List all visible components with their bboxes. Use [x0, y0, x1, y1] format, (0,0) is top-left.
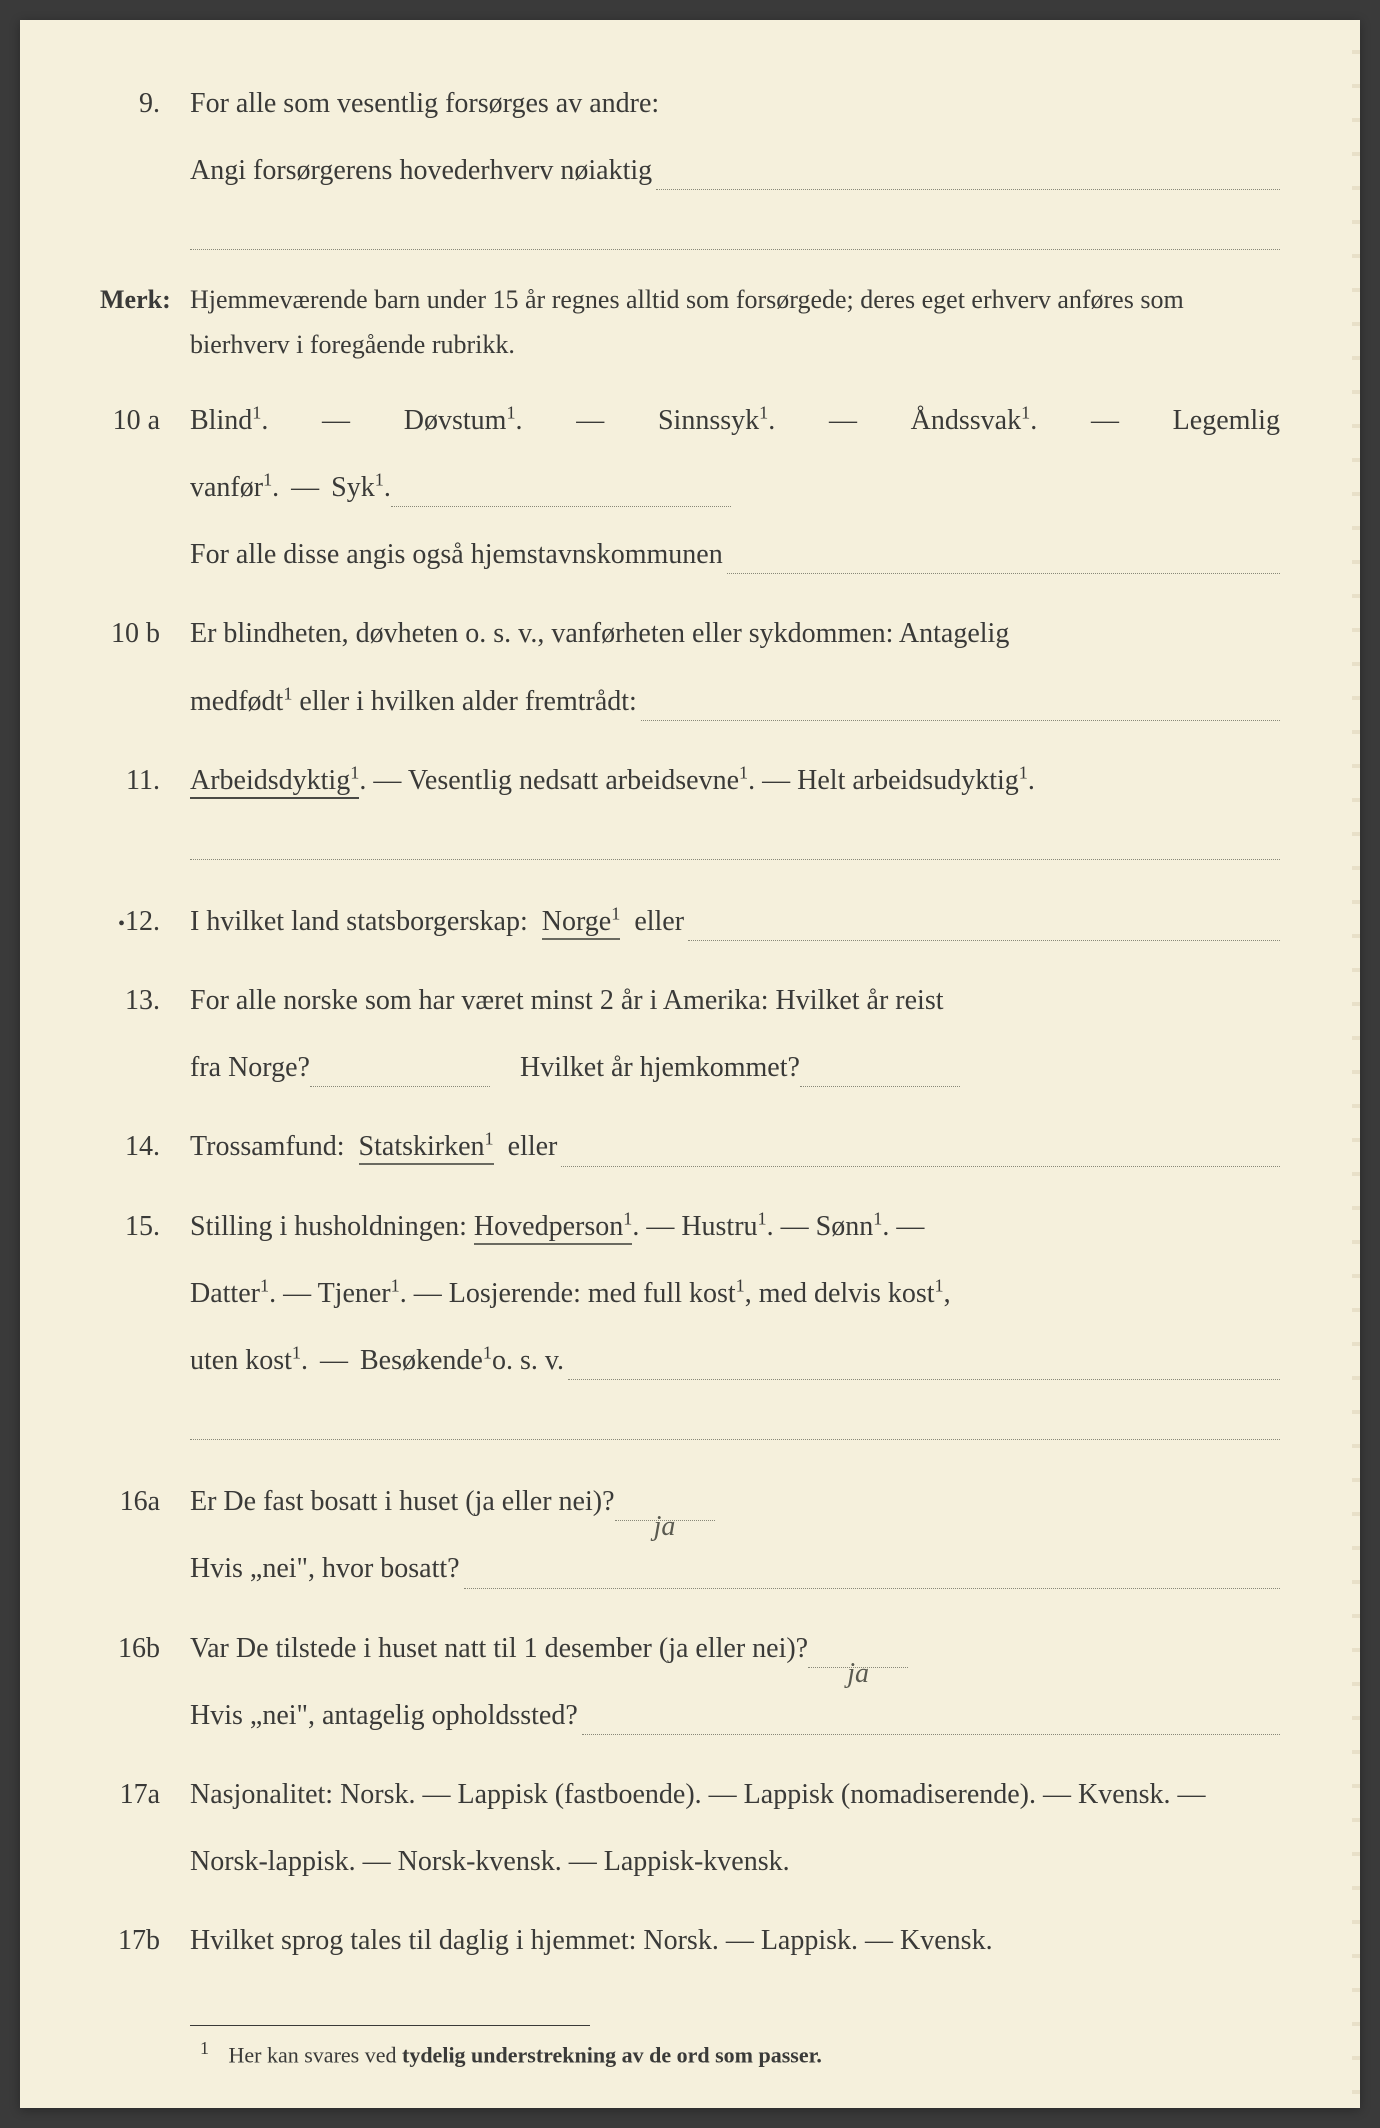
q10a-number: 10 a — [100, 387, 190, 589]
q10a-opt4: Åndssvak1. — [911, 387, 1038, 454]
question-14: 14. Trossamfund: Statskirken1 eller — [100, 1113, 1280, 1180]
q15-hovedperson: Hovedperson1 — [474, 1211, 632, 1245]
q14-blank — [561, 1139, 1280, 1167]
q14-eller: eller — [508, 1113, 558, 1180]
q10a-opt3: Sinnssyk1. — [658, 387, 775, 454]
q13-blank1 — [310, 1059, 490, 1087]
q15-continuation-line — [190, 1412, 1280, 1440]
q9-continuation-line — [190, 222, 1280, 250]
q13-blank2 — [800, 1059, 960, 1087]
question-16a: 16a Er De fast bosatt i huset (ja eller … — [100, 1468, 1280, 1602]
q10a-opt1: Blind1. — [190, 387, 268, 454]
q13-line1: For alle norske som har været minst 2 år… — [190, 985, 944, 1016]
q17a-content: Nasjonalitet: Norsk. — Lappisk (fastboen… — [190, 1761, 1280, 1895]
q15-blank — [568, 1352, 1280, 1380]
q13-line2a: fra Norge? — [190, 1034, 310, 1101]
q16a-answer: ja — [615, 1493, 715, 1521]
q14-statskirken: Statskirken1 — [359, 1131, 494, 1165]
q16a-line2: Hvis „nei", hvor bosatt? — [190, 1535, 460, 1602]
footnote-text-a: Her kan svares ved — [229, 2042, 403, 2067]
merk-note: Merk: Hjemmeværende barn under 15 år reg… — [100, 278, 1280, 366]
q11-opt2: Vesentlig nedsatt arbeidsevne1. — [408, 765, 755, 796]
q15-delvis: med delvis kost1, — [759, 1278, 951, 1309]
q15-hustru: Hustru1. — [681, 1211, 773, 1242]
q9-line2: Angi forsørgerens hovederhverv nøiaktig — [190, 137, 652, 204]
question-17b: 17b Hvilket sprog tales til daglig i hje… — [100, 1907, 1280, 1974]
q9-blank — [656, 162, 1280, 190]
q14-text: Trossamfund: — [190, 1113, 345, 1180]
q10a-opt5: Legemlig — [1173, 387, 1280, 454]
q14-number: 14. — [100, 1113, 190, 1180]
q11-opt1: Arbeidsdyktig1. — [190, 765, 366, 799]
q11-opt3: Helt arbeidsudyktig1. — [797, 765, 1035, 796]
question-9: 9. For alle som vesentlig forsørges av a… — [100, 70, 1280, 204]
q12-content: I hvilket land statsborgerskap: Norge1 e… — [190, 888, 1280, 955]
question-13: 13. For alle norske som har været minst … — [100, 967, 1280, 1101]
q15-losjerende: Losjerende: med full kost1, — [449, 1278, 752, 1309]
q16b-blank — [582, 1707, 1280, 1735]
q12-eller: eller — [634, 888, 684, 955]
q16b-line1: Var De tilstede i huset natt til 1 desem… — [190, 1615, 808, 1682]
q11-content: Arbeidsdyktig1. — Vesentlig nedsatt arbe… — [190, 747, 1280, 814]
q16a-blank — [464, 1561, 1280, 1589]
q9-content: For alle som vesentlig forsørges av andr… — [190, 70, 1280, 204]
question-10b: 10 b Er blindheten, døvheten o. s. v., v… — [100, 600, 1280, 734]
q17a-number: 17a — [100, 1761, 190, 1895]
q10a-line3: For alle disse angis også hjemstavnskomm… — [190, 521, 723, 588]
q9-line1: For alle som vesentlig forsørges av andr… — [190, 88, 659, 119]
q15-tjener: Tjener1. — [318, 1278, 407, 1309]
question-10a: 10 a Blind1. — Døvstum1. — Sinnssyk1. — … — [100, 387, 1280, 589]
q16b-content: Var De tilstede i huset natt til 1 desem… — [190, 1615, 1280, 1749]
question-16b: 16b Var De tilstede i huset natt til 1 d… — [100, 1615, 1280, 1749]
q15-osv: o. s. v. — [492, 1327, 564, 1394]
q16a-content: Er De fast bosatt i huset (ja eller nei)… — [190, 1468, 1280, 1602]
footnote: 1 Her kan svares ved tydelig understrekn… — [200, 2038, 1280, 2068]
q10a-opt7: Syk1. — [331, 454, 391, 521]
q17b-number: 17b — [100, 1907, 190, 1974]
q10b-content: Er blindheten, døvheten o. s. v., vanfør… — [190, 600, 1280, 734]
q10a-content: Blind1. — Døvstum1. — Sinnssyk1. — Åndss… — [190, 387, 1280, 589]
q9-number: 9. — [100, 70, 190, 204]
q16b-number: 16b — [100, 1615, 190, 1749]
q11-number: 11. — [100, 747, 190, 814]
question-12: •12. I hvilket land statsborgerskap: Nor… — [100, 888, 1280, 955]
q16b-answer: ja — [808, 1640, 908, 1668]
q12-norge: Norge1 — [542, 906, 621, 940]
question-11: 11. Arbeidsdyktig1. — Vesentlig nedsatt … — [100, 747, 1280, 814]
q14-content: Trossamfund: Statskirken1 eller — [190, 1113, 1280, 1180]
q15-label: Stilling i husholdningen: — [190, 1211, 467, 1242]
q11-continuation-line — [190, 832, 1280, 860]
q10b-line2: medfødt1 eller i hvilken alder fremtrådt… — [190, 668, 637, 735]
q16a-line1: Er De fast bosatt i huset (ja eller nei)… — [190, 1468, 615, 1535]
q16b-line2: Hvis „nei", antagelig opholdssted? — [190, 1682, 578, 1749]
document-page: 9. For alle som vesentlig forsørges av a… — [20, 20, 1360, 2108]
q10b-number: 10 b — [100, 600, 190, 734]
q10a-blank — [391, 479, 731, 507]
question-15: 15. Stilling i husholdningen: Hovedperso… — [100, 1193, 1280, 1395]
q10a-opt2: Døvstum1. — [404, 387, 523, 454]
q13-number: 13. — [100, 967, 190, 1101]
q15-uten: uten kost1. — [190, 1327, 308, 1394]
q17b-content: Hvilket sprog tales til daglig i hjemmet… — [190, 1907, 1280, 1974]
q10a-blank2 — [727, 546, 1280, 574]
footnote-separator — [190, 2025, 590, 2026]
q15-besokende: Besøkende1 — [360, 1327, 492, 1394]
q12-number: •12. — [100, 888, 190, 955]
q15-content: Stilling i husholdningen: Hovedperson1. … — [190, 1193, 1280, 1395]
q12-text: I hvilket land statsborgerskap: — [190, 888, 528, 955]
q12-blank — [688, 913, 1280, 941]
merk-label: Merk: — [100, 278, 190, 366]
q15-number: 15. — [100, 1193, 190, 1395]
q16a-number: 16a — [100, 1468, 190, 1602]
footnote-text-b: tydelig understrekning av de ord som pas… — [402, 2042, 822, 2067]
merk-text: Hjemmeværende barn under 15 år regnes al… — [190, 278, 1280, 366]
q10b-blank — [641, 693, 1280, 721]
q13-line2b: Hvilket år hjemkommet? — [520, 1034, 800, 1101]
q15-datter: Datter1. — [190, 1278, 276, 1309]
q15-sonn: Sønn1. — [816, 1211, 890, 1242]
q10b-line1: Er blindheten, døvheten o. s. v., vanfør… — [190, 618, 1009, 649]
q10a-opt6: vanfør1. — [190, 454, 279, 521]
question-17a: 17a Nasjonalitet: Norsk. — Lappisk (fast… — [100, 1761, 1280, 1895]
q13-content: For alle norske som har været minst 2 år… — [190, 967, 1280, 1101]
